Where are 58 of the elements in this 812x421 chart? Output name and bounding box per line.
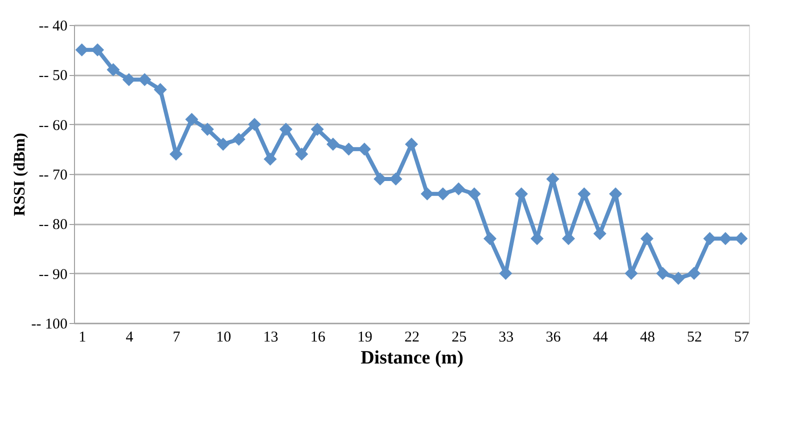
point [200, 122, 214, 136]
x-tick-label: 25 [452, 330, 467, 346]
y-tick-label: -- 90 [38, 266, 68, 283]
x-tick-label: 33 [498, 330, 514, 346]
point [326, 138, 340, 151]
y-tick-label: -- 50 [38, 68, 68, 84]
point [106, 63, 120, 76]
point [342, 142, 356, 156]
point [216, 138, 230, 151]
x-tick-label: 16 [310, 330, 326, 346]
point [734, 232, 748, 246]
point [232, 132, 246, 146]
point [264, 152, 277, 166]
x-tick-label: 7 [172, 330, 181, 346]
point [91, 43, 104, 56]
y-axis-title: RSSI (dBm) [11, 132, 28, 216]
y-tick-label: -- 40 [38, 18, 68, 34]
y-tick-label: -- 60 [38, 118, 68, 134]
point [138, 73, 152, 86]
point [688, 266, 701, 280]
point [404, 138, 418, 151]
point [75, 43, 88, 56]
x-tick-label: 1 [78, 330, 86, 346]
point [389, 172, 402, 186]
x-tick-label: 48 [640, 330, 655, 346]
x-tick-label: 19 [357, 330, 372, 346]
point [656, 266, 670, 280]
y-tick-label: -- 100 [31, 316, 68, 332]
point [358, 142, 371, 156]
y-tick-label: -- 80 [38, 217, 68, 234]
x-tick-label: 44 [592, 330, 608, 346]
x-tick-label: 13 [263, 330, 278, 346]
point [703, 232, 716, 246]
point [718, 232, 732, 246]
point [248, 118, 262, 131]
point [483, 232, 497, 246]
point [578, 187, 591, 200]
x-axis-title: Distance (m) [360, 348, 464, 368]
x-tick-label: 36 [546, 330, 562, 346]
x-tick-label: 22 [404, 330, 420, 346]
x-tick-label: 10 [216, 330, 232, 346]
point [295, 148, 308, 161]
x-tick-label: 52 [687, 330, 702, 346]
point [122, 73, 136, 86]
point [452, 182, 466, 196]
y-tick-label: -- 70 [38, 168, 68, 184]
point [279, 122, 292, 136]
point [593, 227, 606, 240]
x-tick-label: 4 [126, 330, 134, 346]
point [420, 187, 434, 200]
point [436, 187, 450, 200]
point [154, 83, 167, 96]
point [468, 187, 481, 200]
point [672, 272, 685, 285]
x-tick-label: 57 [734, 330, 750, 346]
point [185, 112, 198, 126]
point [310, 122, 324, 136]
point [640, 232, 654, 246]
